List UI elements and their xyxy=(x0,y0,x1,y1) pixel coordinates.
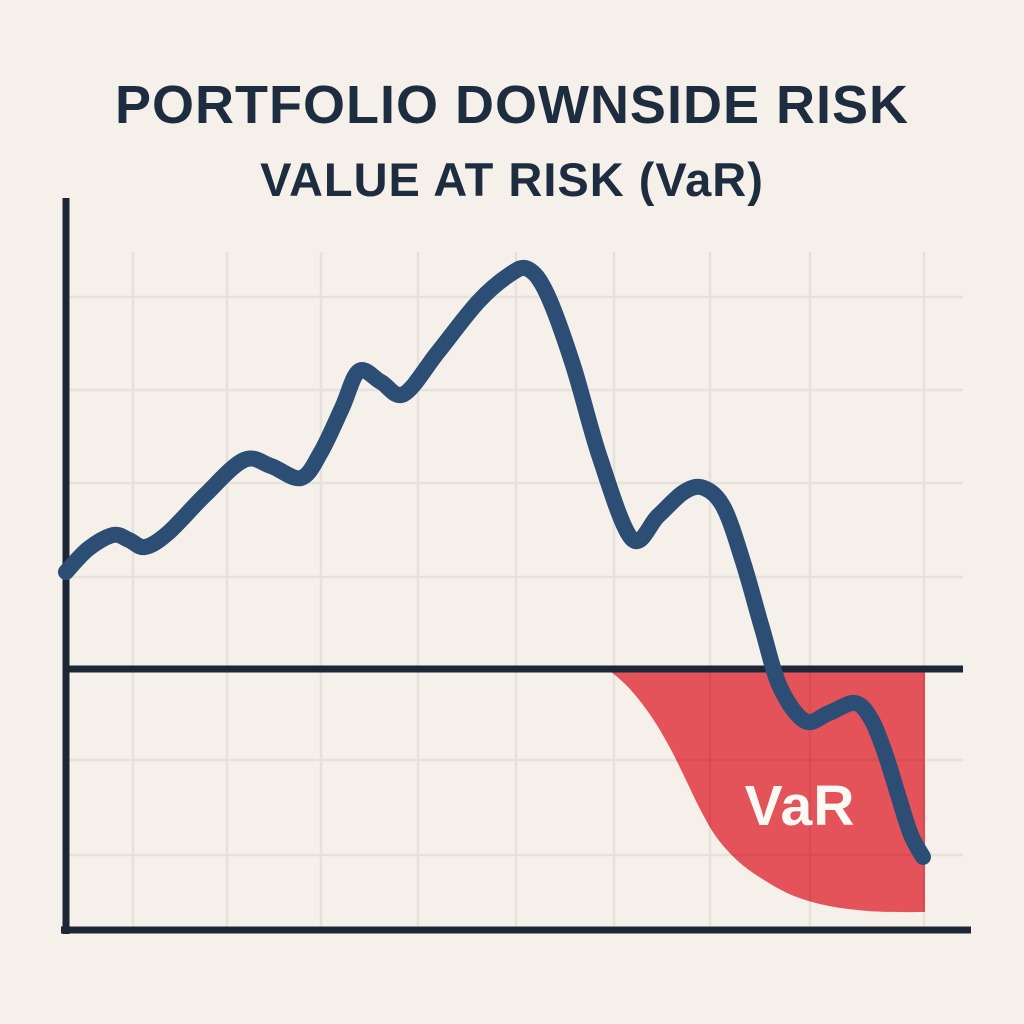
page-subtitle: VALUE AT RISK (VaR) xyxy=(260,153,764,207)
page-title: PORTFOLIO DOWNSIDE RISK xyxy=(114,75,909,135)
var-region-area xyxy=(610,671,925,913)
title-block: PORTFOLIO DOWNSIDE RISK VALUE AT RISK (V… xyxy=(0,74,1024,207)
var-region-label: VaR xyxy=(745,774,856,838)
portfolio-value-line xyxy=(58,259,931,865)
